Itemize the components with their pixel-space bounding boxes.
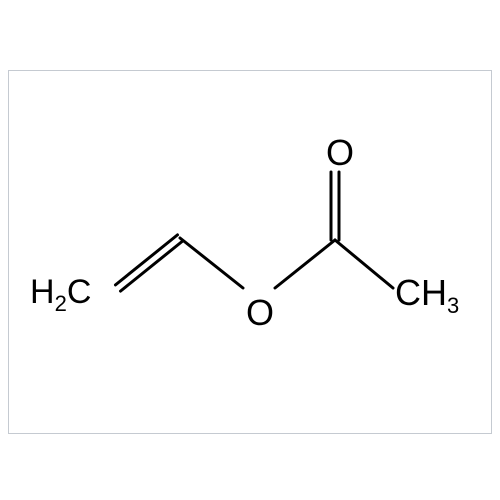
atom-label-o-ether: O [246, 295, 274, 331]
molecule-bonds [0, 0, 500, 500]
atom-h: H [30, 273, 55, 311]
atom-h2c-sub: 2 [55, 291, 67, 316]
atom-label-ch3: CH3 [395, 275, 459, 317]
atom-ch3-text: CH [395, 272, 447, 313]
atom-h2c-tail: C [67, 273, 92, 311]
atom-label-h2c: H2C [30, 275, 91, 315]
atom-ch3-sub: 3 [447, 293, 459, 318]
atom-label-o-double: O [326, 135, 354, 171]
